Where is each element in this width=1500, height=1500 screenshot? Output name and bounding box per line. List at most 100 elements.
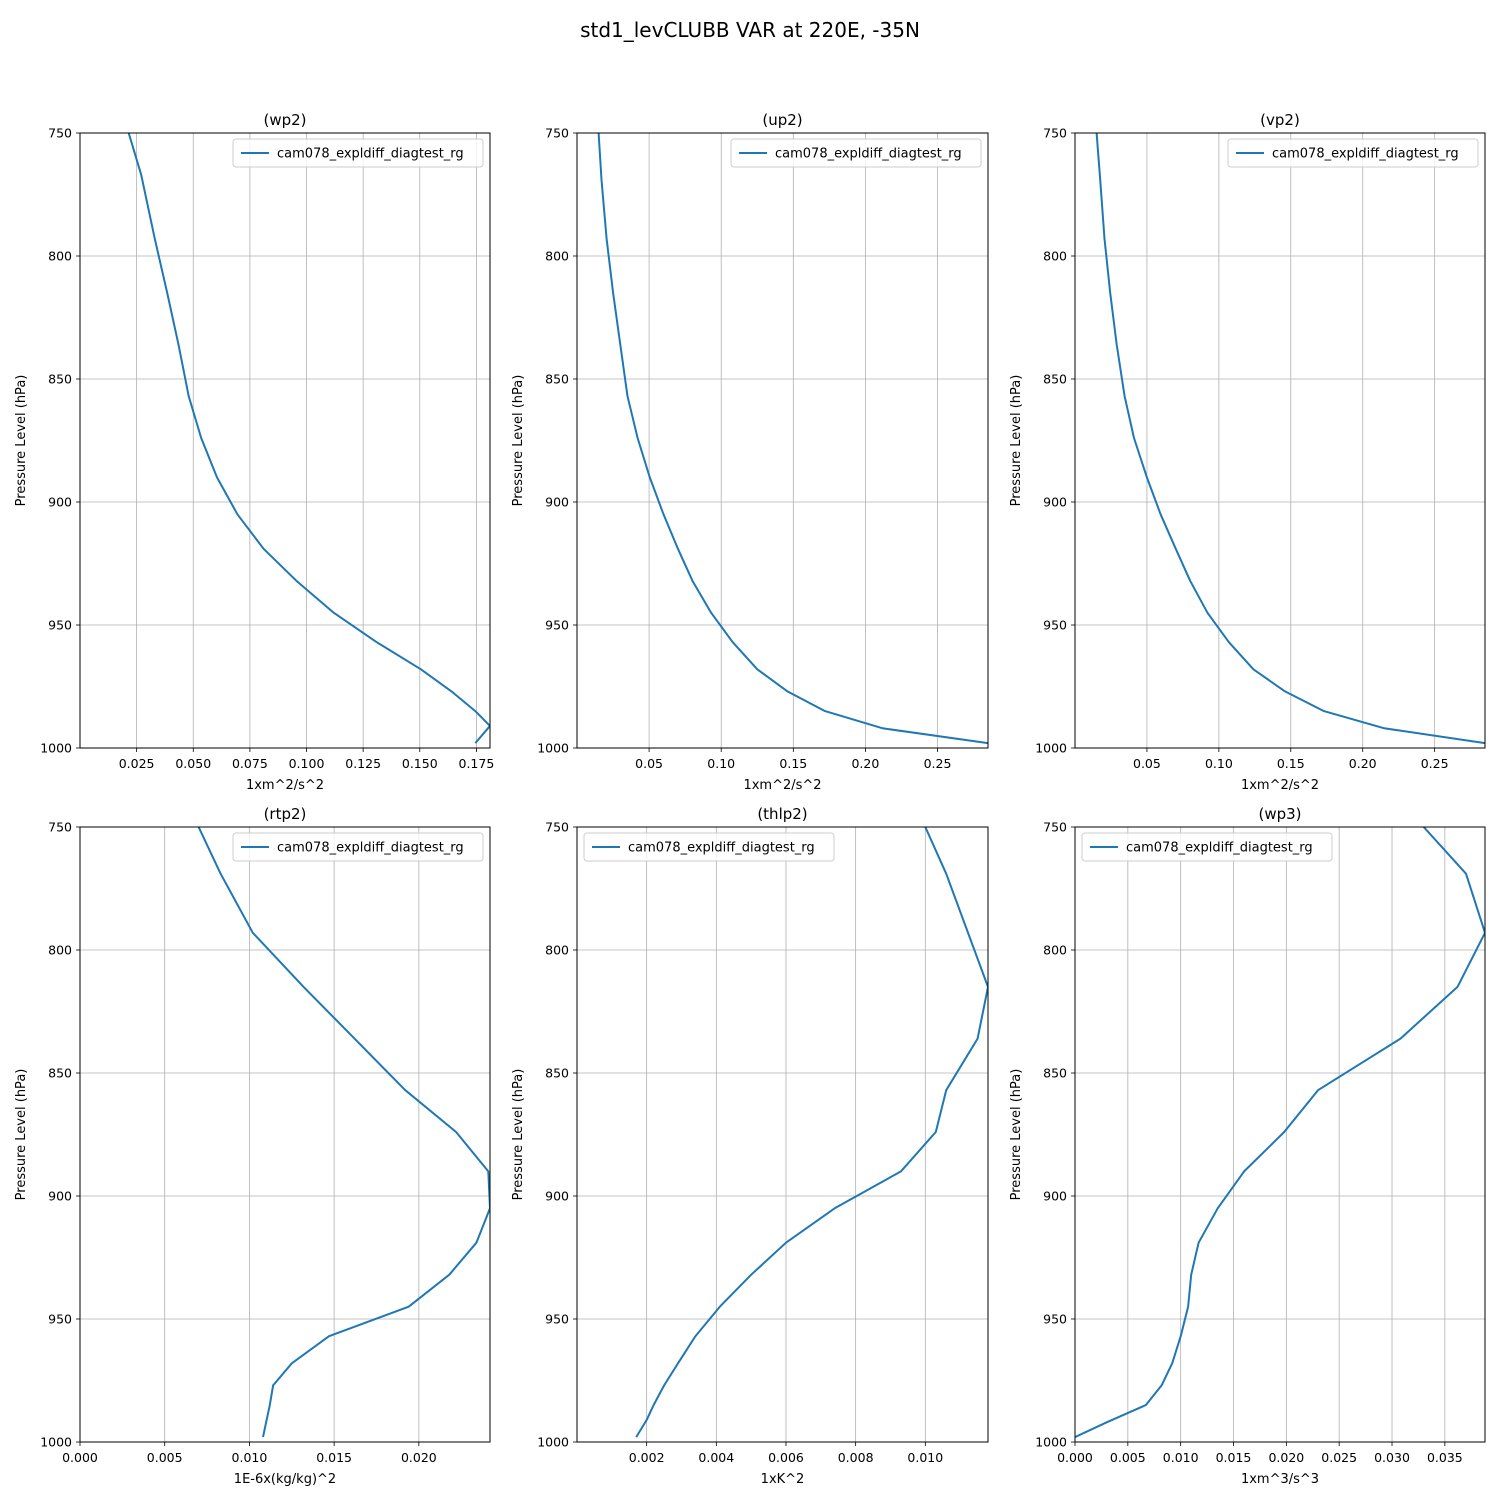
y-tick-label: 800 <box>1043 943 1067 958</box>
axes-frame <box>576 826 989 1443</box>
subplot-title: (wp2) <box>263 111 306 129</box>
y-tick-label: 1000 <box>537 1435 569 1450</box>
figure-suptitle: std1_levCLUBB VAR at 220E, -35N <box>580 18 920 42</box>
y-tick-label: 1000 <box>40 1435 72 1450</box>
y-tick-label: 850 <box>48 1066 72 1081</box>
y-tick-label: 750 <box>545 126 569 141</box>
x-tick-label: 0.15 <box>1277 756 1305 771</box>
subplot-vp2: 0.05 0.10 0.15 0.20 0.25 750 800 850 900 950 1000 (… <box>1009 111 1486 793</box>
x-tick-label: 0.020 <box>1268 1450 1304 1465</box>
y-tick-label: 1000 <box>40 741 72 756</box>
y-tick-label: 950 <box>1043 618 1067 633</box>
series-line <box>127 133 490 744</box>
y-tick-label: 800 <box>48 249 72 264</box>
y-tick-label: 850 <box>545 1066 569 1081</box>
x-tick-label: 0.010 <box>907 1450 943 1465</box>
y-tick-label: 750 <box>1043 126 1067 141</box>
x-tick-label: 0.010 <box>1163 1450 1199 1465</box>
x-tick-label: 0.15 <box>779 756 807 771</box>
axes-frame <box>1074 826 1486 1443</box>
legend-box <box>1081 832 1333 862</box>
x-tick-label: 0.125 <box>345 756 381 771</box>
y-tick-label: 750 <box>1043 820 1067 835</box>
y-axis-label: Pressure Level (hPa) <box>14 375 29 507</box>
y-tick-label: 950 <box>545 618 569 633</box>
x-tick-label: 0.005 <box>147 1450 183 1465</box>
y-axis-label: Pressure Level (hPa) <box>511 1069 526 1201</box>
y-axis-label: Pressure Level (hPa) <box>14 1069 29 1201</box>
x-tick-label: 0.25 <box>924 756 952 771</box>
y-tick-label: 800 <box>48 943 72 958</box>
series-line <box>197 827 490 1438</box>
y-tick-label: 850 <box>48 372 72 387</box>
y-tick-label: 1000 <box>1035 1435 1067 1450</box>
x-tick-label: 0.002 <box>629 1450 665 1465</box>
legend-box <box>583 832 835 862</box>
x-tick-label: 0.015 <box>316 1450 352 1465</box>
x-tick-label: 0.05 <box>1133 756 1161 771</box>
subplot-rtp2: 0.000 0.005 0.010 0.015 0.020 750 800 850 900 950… <box>14 805 491 1487</box>
legend-entry: cam078_expldiff_diagtest_rg <box>277 841 464 856</box>
x-tick-label: 0.035 <box>1427 1450 1463 1465</box>
y-tick-label: 750 <box>545 820 569 835</box>
legend: cam078_expldiff_diagtest_rg <box>1227 138 1479 168</box>
y-tick-label: 850 <box>1043 372 1067 387</box>
y-tick-label: 900 <box>545 495 569 510</box>
x-axis-label: 1xm^2/s^2 <box>743 778 821 793</box>
x-axis-label: 1E-6x(kg/kg)^2 <box>234 1472 336 1487</box>
y-tick-label: 900 <box>48 495 72 510</box>
legend: cam078_expldiff_diagtest_rg <box>583 832 835 862</box>
x-tick-label: 0.000 <box>62 1450 98 1465</box>
x-tick-label: 0.20 <box>851 756 879 771</box>
x-tick-label: 0.015 <box>1216 1450 1252 1465</box>
y-axis-label: Pressure Level (hPa) <box>1009 1069 1024 1201</box>
x-tick-label: 0.006 <box>768 1450 804 1465</box>
y-axis-label: Pressure Level (hPa) <box>511 375 526 507</box>
x-tick-label: 0.100 <box>289 756 325 771</box>
x-tick-label: 0.008 <box>838 1450 874 1465</box>
subplot-title: (rtp2) <box>264 805 307 823</box>
subplot-wp3: 0.000 0.005 0.010 0.015 0.020 0.025 0.030 0.035… <box>1009 805 1486 1487</box>
subplot-grid: 0.025 0.050 0.075 0.100 0.125 0.150 0.175 750 80… <box>14 111 1486 1487</box>
x-tick-label: 0.030 <box>1374 1450 1410 1465</box>
y-tick-label: 950 <box>1043 1312 1067 1327</box>
legend-entry: cam078_expldiff_diagtest_rg <box>277 147 464 162</box>
y-tick-label: 900 <box>48 1189 72 1204</box>
subplot-title: (up2) <box>762 111 802 129</box>
x-tick-label: 0.025 <box>1321 1450 1357 1465</box>
y-tick-label: 800 <box>545 249 569 264</box>
legend: cam078_expldiff_diagtest_rg <box>1081 832 1333 862</box>
x-tick-label: 0.20 <box>1349 756 1377 771</box>
y-tick-label: 1000 <box>537 741 569 756</box>
x-axis-label: 1xm^2/s^2 <box>1241 778 1319 793</box>
legend-box <box>232 138 484 168</box>
x-tick-label: 0.000 <box>1057 1450 1093 1465</box>
x-tick-label: 0.175 <box>459 756 495 771</box>
y-tick-label: 750 <box>48 126 72 141</box>
series-line <box>1095 133 1485 745</box>
subplot-thlp2: 0.002 0.004 0.006 0.008 0.010 750 800 850 900 950… <box>511 805 989 1487</box>
series-line <box>1075 827 1485 1439</box>
x-tick-label: 0.025 <box>119 756 155 771</box>
subplot-up2: 0.05 0.10 0.15 0.20 0.25 750 800 850 900 950 1000 (… <box>511 111 989 793</box>
x-tick-label: 0.004 <box>698 1450 734 1465</box>
x-tick-label: 0.05 <box>635 756 663 771</box>
legend-entry: cam078_expldiff_diagtest_rg <box>1126 841 1313 856</box>
legend: cam078_expldiff_diagtest_rg <box>232 138 484 168</box>
y-tick-label: 750 <box>48 820 72 835</box>
y-tick-label: 950 <box>48 618 72 633</box>
legend: cam078_expldiff_diagtest_rg <box>730 138 982 168</box>
x-tick-label: 0.10 <box>1205 756 1233 771</box>
x-axis-label: 1xm^3/s^3 <box>1241 1472 1319 1487</box>
legend-box <box>232 832 484 862</box>
y-tick-label: 950 <box>48 1312 72 1327</box>
series-line <box>597 133 988 745</box>
subplot-wp2: 0.025 0.050 0.075 0.100 0.125 0.150 0.175 750 80… <box>14 111 494 793</box>
axes-frame <box>576 132 989 749</box>
legend: cam078_expldiff_diagtest_rg <box>232 832 484 862</box>
subplot-title: (wp3) <box>1258 805 1301 823</box>
axes-frame <box>79 132 491 749</box>
legend-entry: cam078_expldiff_diagtest_rg <box>775 147 962 162</box>
y-tick-label: 850 <box>1043 1066 1067 1081</box>
